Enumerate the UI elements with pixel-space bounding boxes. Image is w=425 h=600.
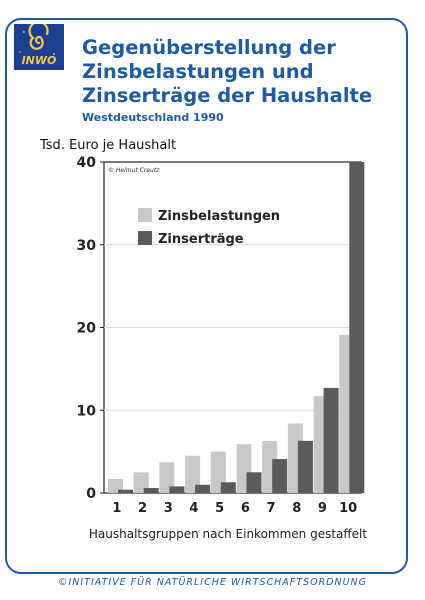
page-title: Gegenüberstellung der Zinsbelastungen un… bbox=[82, 36, 402, 108]
x-axis-label: Haushaltsgruppen nach Einkommen gestaffe… bbox=[89, 527, 368, 541]
inwo-logo: INWO bbox=[14, 24, 64, 70]
bar-zinsertraege bbox=[272, 459, 288, 493]
legend-swatch-zinsbelastungen bbox=[138, 208, 152, 222]
y-tick-label: 0 bbox=[86, 486, 96, 502]
bar-zinsbelastungen bbox=[159, 462, 175, 493]
x-tick-label: 1 bbox=[112, 501, 121, 516]
legend-label-zinsertraege: Zinserträge bbox=[158, 232, 244, 247]
title-line: Zinsbelastungen und bbox=[82, 60, 314, 83]
spiral-icon bbox=[14, 24, 64, 70]
bar-zinsertraege bbox=[195, 484, 211, 493]
title-line: Zinserträge der Haushalte bbox=[82, 84, 373, 107]
x-tick-label: 6 bbox=[241, 501, 250, 516]
bar-zinsertraege bbox=[297, 440, 313, 493]
info-card bbox=[5, 18, 408, 574]
x-tick-label: 7 bbox=[267, 501, 276, 516]
bar-zinsertraege bbox=[169, 486, 185, 493]
bar-zinsertraege bbox=[246, 472, 262, 493]
legend-label-zinsbelastungen: Zinsbelastungen bbox=[158, 209, 280, 224]
bar-zinsbelastungen bbox=[133, 472, 149, 493]
y-tick-label: 40 bbox=[77, 155, 97, 171]
unit-label: Tsd. Euro je Haushalt bbox=[40, 138, 177, 153]
bar-zinsertraege bbox=[220, 482, 236, 493]
x-tick-label: 9 bbox=[318, 501, 327, 516]
page-subtitle: Westdeutschland 1990 bbox=[82, 111, 224, 124]
x-tick-label: 5 bbox=[215, 501, 224, 516]
logo-text: INWO bbox=[21, 54, 57, 67]
legend-swatch-zinsertraege bbox=[138, 231, 152, 245]
x-tick-label: 2 bbox=[138, 501, 147, 516]
y-tick-label: 30 bbox=[77, 238, 97, 254]
x-tick-label: 8 bbox=[292, 501, 301, 516]
title-line: Gegenüberstellung der bbox=[82, 36, 336, 59]
footer-text: ©INITIATIVE FÜR NATÜRLICHE WIRTSCHAFTSOR… bbox=[57, 577, 368, 588]
copyright-text: © Helmut Creutz bbox=[108, 167, 160, 174]
x-tick-label: 10 bbox=[339, 501, 357, 516]
bar-zinsertraege bbox=[349, 162, 365, 493]
y-tick-label: 20 bbox=[77, 321, 97, 337]
y-tick-label: 10 bbox=[77, 403, 97, 419]
bar-zinsertraege bbox=[118, 489, 133, 493]
bar-zinsbelastungen bbox=[108, 478, 123, 493]
bar-zinsertraege bbox=[323, 387, 339, 493]
bar-zinsertraege bbox=[143, 488, 159, 493]
x-tick-label: 4 bbox=[189, 501, 198, 516]
bar-zinsbelastungen bbox=[185, 455, 201, 493]
x-tick-label: 3 bbox=[164, 501, 173, 516]
